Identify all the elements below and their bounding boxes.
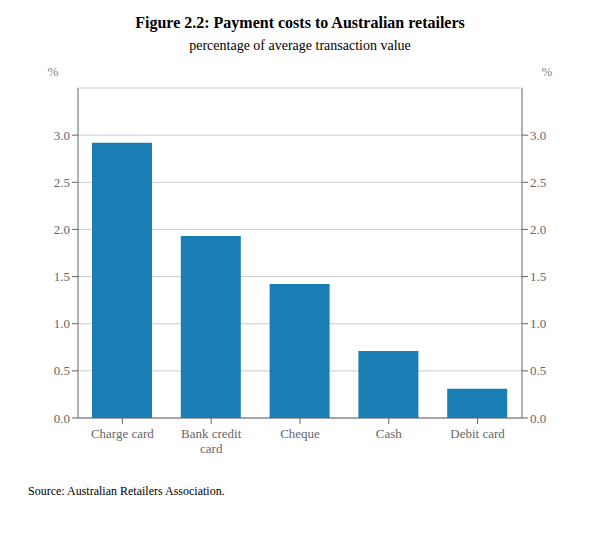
svg-text:1.0: 1.0	[54, 316, 70, 331]
svg-text:%: %	[542, 64, 553, 79]
svg-text:0.0: 0.0	[530, 411, 546, 426]
svg-text:0.0: 0.0	[54, 411, 70, 426]
svg-text:2.5: 2.5	[54, 175, 70, 190]
svg-text:1.5: 1.5	[54, 269, 70, 284]
svg-text:2.5: 2.5	[530, 175, 546, 190]
html-text:percentage of average transact: percentage of average transaction value	[189, 38, 411, 53]
svg-text:Charge card: Charge card	[91, 426, 154, 441]
svg-text:%: %	[48, 64, 59, 79]
svg-text:Debit card: Debit card	[450, 426, 505, 441]
svg-text:3.0: 3.0	[54, 128, 70, 143]
html-text:Figure 2.2: Payment costs to A: Figure 2.2: Payment costs to Australian …	[135, 14, 465, 31]
html-text:Source: Australian Retailers A: Source: Australian Retailers Association…	[28, 484, 225, 498]
svg-text:3.0: 3.0	[530, 128, 546, 143]
svg-text:1.5: 1.5	[530, 269, 546, 284]
svg-text:2.0: 2.0	[530, 222, 546, 237]
svg-text:Cash: Cash	[376, 426, 403, 441]
svg-text:2.0: 2.0	[54, 222, 70, 237]
svg-text:0.5: 0.5	[54, 363, 70, 378]
svg-text:Cheque: Cheque	[280, 426, 320, 441]
svg-text:0.5: 0.5	[530, 363, 546, 378]
svg-text:1.0: 1.0	[530, 316, 546, 331]
svg-text:Bank creditcard: Bank creditcard	[181, 426, 242, 456]
